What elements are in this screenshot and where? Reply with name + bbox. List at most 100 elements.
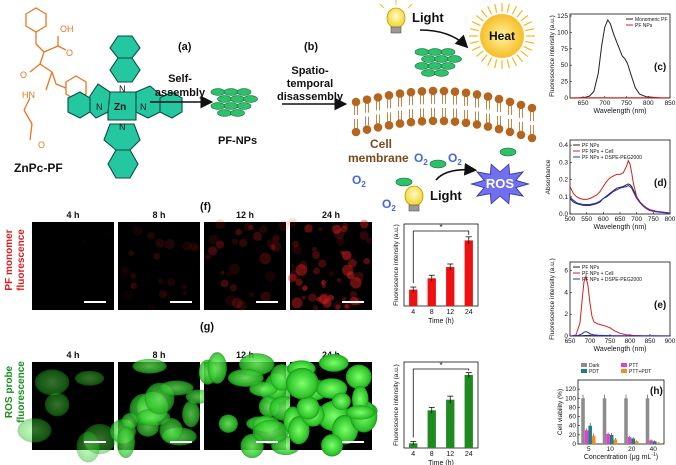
np-cluster: PF-NPs: [210, 88, 258, 147]
sun-ray: [487, 57, 493, 66]
lipid-head: [351, 97, 361, 107]
np-disk: [210, 88, 226, 96]
np-disk: [230, 95, 245, 103]
series-line-pf-nps-cell: [571, 274, 671, 337]
y-tick-label: 120: [565, 386, 576, 393]
lipid-head: [461, 118, 471, 128]
legend-label: PF NPs + DSPE-PEG2000: [582, 277, 642, 283]
heat-label: Heat: [489, 29, 515, 43]
legend-label: PDT: [589, 369, 599, 375]
atom-n-2: N: [140, 102, 147, 112]
sun-ray: [487, 6, 493, 15]
signal-spot: [342, 297, 347, 302]
signal-spot: [288, 273, 297, 283]
signal-spot: [265, 271, 276, 282]
bar-8: [427, 410, 436, 448]
atom-o-2: O: [20, 70, 27, 80]
x-tick-label: 800: [665, 216, 676, 223]
np-disk: [421, 69, 436, 77]
row-f-side-label-2: fluorescence: [16, 229, 27, 291]
step-b-text-2: temporal: [287, 78, 333, 90]
row-f-side-label-1: PF monomer: [4, 229, 15, 290]
signal-spot: [182, 241, 192, 251]
signal-spot: [291, 297, 303, 309]
x-axis-label: Wavelength (nm): [593, 224, 646, 231]
lightbulb-icon-bottom: [404, 185, 424, 212]
cell-body: [285, 367, 319, 400]
signal-spot: [342, 250, 352, 261]
lipid-head: [450, 87, 460, 96]
metal-center: Zn: [114, 102, 126, 113]
free-np: [429, 159, 447, 169]
y-tick-label: 75: [561, 46, 569, 53]
signal-spot: [249, 292, 254, 297]
lipid-head: [373, 93, 383, 102]
bar-dark-5: [581, 398, 585, 444]
bar-pdt-10: [609, 434, 614, 444]
signal-spot: [328, 271, 334, 277]
series-line-pf-nps-dspe-peg2000: [569, 185, 671, 214]
sun-icon: Heat: [469, 3, 535, 69]
step-a-label: (a): [178, 41, 192, 53]
signal-spot: [312, 305, 319, 311]
lipid-head: [362, 95, 372, 104]
free-np: [499, 147, 517, 157]
signal-spot: [332, 301, 342, 310]
bar-4: [409, 289, 418, 306]
y-tick-label: 40: [569, 423, 577, 430]
lipid-head: [439, 116, 449, 126]
lipid-head: [384, 91, 394, 100]
signal-spot: [270, 244, 276, 251]
legend-label: PF NPs: [582, 143, 600, 149]
x-tick-label: 24: [465, 309, 473, 316]
sun-ray: [506, 3, 510, 13]
sun-ray: [506, 59, 510, 69]
y-tick-label: 6: [564, 268, 568, 275]
chart-d: 500 550 600 650 700 750 800 0.0 0.1 0.2 0.3 0.4 Wave…: [545, 139, 676, 231]
bar-dark-20: [624, 398, 628, 444]
signal-spot: [81, 240, 86, 245]
y-tick-label: 80: [569, 404, 577, 411]
series-line-pf-nps-dspe-peg2000: [571, 331, 671, 337]
y-axis-label: Fluorescence intensity (a.u.): [549, 258, 556, 340]
y-axis-label: Cell viability (%): [557, 389, 564, 435]
signal-spot: [354, 271, 364, 282]
micrograph-24h: [288, 218, 373, 311]
y-axis-label: Fluorescence intensity (a.u.): [393, 224, 400, 306]
lipid-head: [428, 86, 438, 96]
x-axis-label: Time (h): [428, 318, 454, 325]
oxygen-labels: O2 O2 O2 O2: [352, 151, 462, 213]
np-disk: [434, 55, 449, 63]
o2-label-4: O2: [382, 197, 396, 213]
lipid-head: [516, 100, 526, 110]
lipid-head: [494, 94, 504, 104]
np-disk: [236, 102, 252, 110]
time-label-12h: 12 h: [236, 350, 254, 360]
signal-spot: [146, 231, 156, 240]
y-tick-label: 0.4: [559, 142, 568, 149]
lipid-head: [395, 89, 405, 98]
signal-spot: [259, 252, 272, 265]
legend-label: PF NPs + Cell: [582, 271, 614, 277]
x-tick-label: 700: [585, 338, 596, 345]
significance-star: *: [439, 223, 442, 232]
step-a-text-1: Self-: [168, 73, 192, 85]
cell-body: [76, 431, 100, 463]
signal-spot: [292, 240, 299, 248]
time-label-24h: 24 h: [322, 210, 340, 220]
sun-ray: [472, 45, 481, 51]
panel-label: (h): [650, 386, 663, 397]
cell-body: [288, 416, 310, 445]
x-tick-label: 850: [645, 338, 656, 345]
signal-spot: [289, 269, 301, 281]
chart-g-bar: 4 8 12 24 * Time (h) Fluorescence intensity (a…: [393, 361, 479, 465]
x-tick-label: 10: [607, 446, 615, 453]
o2-label-1: O2: [414, 151, 428, 167]
signal-spot: [231, 238, 239, 246]
bar-ptt-pdt-10: [613, 439, 618, 444]
bar-ptt-pdt-20: [634, 441, 639, 444]
signal-spot: [120, 265, 129, 274]
signal-spot: [181, 284, 187, 290]
signal-spot: [348, 258, 357, 268]
lipid-head: [406, 117, 416, 127]
